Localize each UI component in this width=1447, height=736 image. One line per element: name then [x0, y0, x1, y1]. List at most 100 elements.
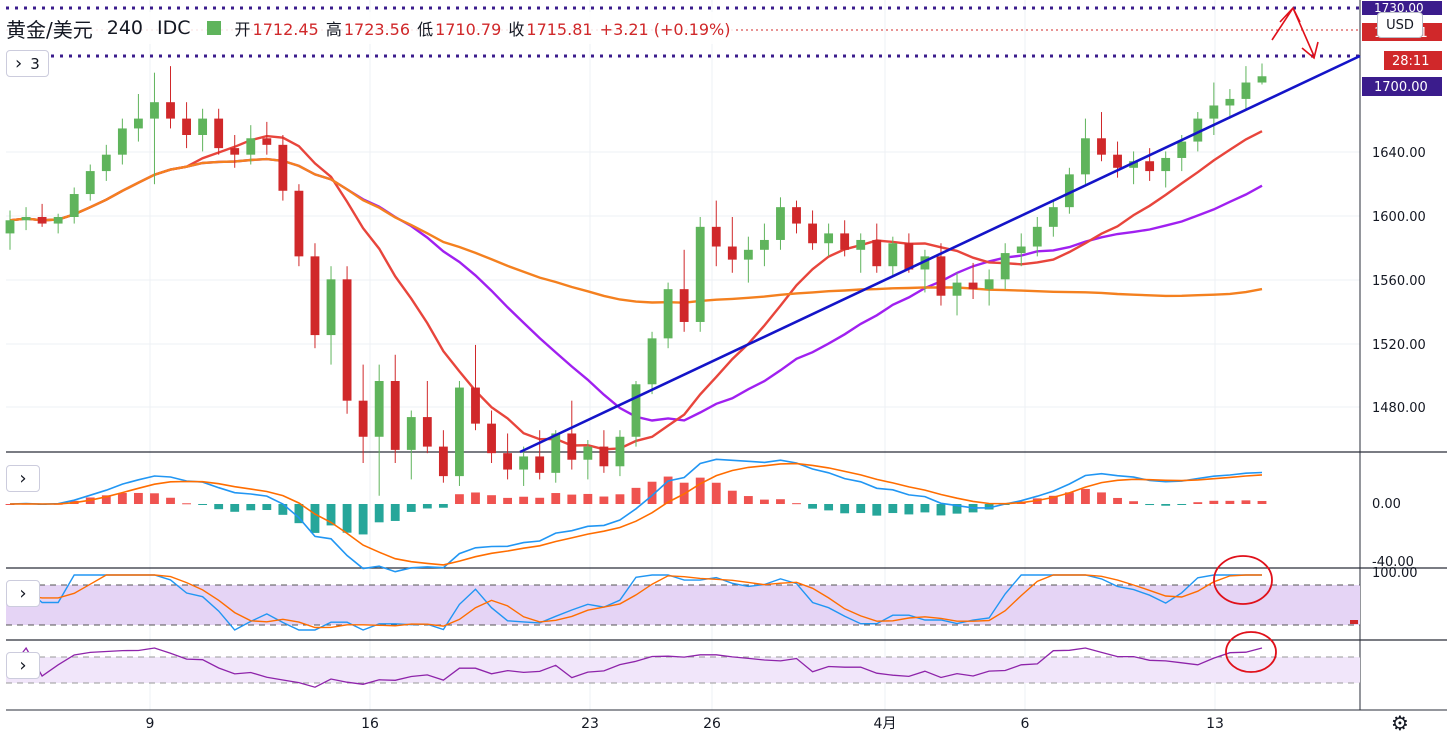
- candle-body: [1129, 161, 1139, 168]
- candle-body: [936, 256, 946, 296]
- macd-histogram-bar: [438, 504, 448, 508]
- time-tick-label: 9: [146, 716, 155, 732]
- candle-body: [535, 456, 545, 473]
- candle-body: [1177, 141, 1187, 158]
- macd-histogram-bar: [150, 493, 159, 504]
- indicators-toggle[interactable]: › 3: [6, 50, 49, 77]
- candle-body: [21, 217, 31, 221]
- candle-body: [1209, 105, 1219, 119]
- candle-body: [406, 417, 416, 450]
- rsi-line: [9, 646, 1263, 688]
- close-value: 1715.81: [526, 20, 593, 39]
- macd-histogram-bar: [711, 482, 721, 504]
- time-tick-label: 13: [1206, 716, 1224, 732]
- macd-histogram-bar: [1225, 500, 1235, 504]
- candle-body: [647, 338, 657, 385]
- candle-body: [519, 456, 529, 470]
- macd-histogram-bar: [230, 504, 240, 512]
- chevron-right-icon: ›: [15, 53, 23, 74]
- candle-body: [872, 239, 882, 267]
- macd-histogram-bar: [872, 504, 882, 516]
- macd-histogram-bar: [1097, 492, 1106, 504]
- macd-histogram-bar: [214, 504, 224, 510]
- macd-histogram-bar: [904, 504, 914, 515]
- candle-body: [1064, 174, 1074, 208]
- candle-body: [1000, 253, 1010, 280]
- candle-body: [759, 239, 769, 250]
- macd-histogram-bar: [374, 504, 384, 523]
- macd-histogram-bar: [663, 476, 673, 504]
- currency-button[interactable]: USD: [1377, 12, 1423, 38]
- candle-body: [214, 118, 224, 149]
- indicator-count: 3: [30, 54, 40, 73]
- ma-orange-line: [9, 157, 1263, 304]
- candle-body: [1193, 118, 1203, 142]
- macd-histogram-bar: [647, 481, 657, 504]
- time-tick-label: 16: [361, 716, 379, 732]
- macd-expand-button[interactable]: ›: [6, 465, 40, 492]
- macd-histogram-bar: [583, 493, 593, 504]
- macd-histogram-bar: [551, 493, 561, 504]
- candle-body: [984, 279, 994, 290]
- candle-body: [101, 154, 111, 172]
- chevron-right-icon: ›: [19, 583, 27, 604]
- timeframe[interactable]: 240: [106, 17, 144, 39]
- macd-tick-label: 0.00: [1372, 497, 1401, 512]
- price-tick-label: 1600.00: [1372, 210, 1426, 225]
- candle-body: [808, 223, 817, 244]
- candle-body: [904, 243, 914, 270]
- macd-histogram-bar: [455, 494, 464, 504]
- candle-body: [920, 256, 930, 270]
- open-label: 开: [234, 20, 251, 39]
- candle-body: [968, 282, 978, 290]
- candle-body: [1225, 98, 1235, 106]
- time-tick-label: 4月: [874, 716, 897, 732]
- candle-body: [455, 387, 464, 477]
- level-tag: [1362, 77, 1442, 96]
- macd-histogram-bar: [1161, 504, 1171, 506]
- candle-body: [471, 387, 480, 424]
- candle-body: [551, 433, 561, 473]
- rsi-pane: [9, 646, 1263, 688]
- candle-body: [1032, 226, 1042, 247]
- candle-body: [487, 423, 496, 454]
- low-label: 低: [417, 20, 434, 39]
- candle-body: [503, 453, 513, 470]
- annotations: [1213, 6, 1319, 673]
- candle-body: [53, 217, 63, 224]
- candle-body: [888, 243, 898, 267]
- candle-body: [5, 220, 15, 234]
- macd-histogram-bar: [342, 504, 352, 533]
- open-value: 1712.45: [252, 20, 319, 39]
- candle-body: [567, 433, 577, 460]
- level-tag-label: 1700.00: [1374, 80, 1428, 95]
- macd-histogram-bar: [117, 492, 127, 504]
- macd-histogram-bar: [133, 492, 143, 504]
- candle-body: [69, 194, 79, 217]
- candle-body: [1081, 138, 1090, 175]
- macd-histogram-bar: [166, 497, 175, 504]
- macd-histogram-bar: [326, 504, 336, 526]
- candle-body: [374, 381, 384, 437]
- macd-histogram-bar: [535, 497, 545, 504]
- candle-body: [1016, 246, 1026, 254]
- chevron-right-icon: ›: [19, 655, 27, 676]
- macd-histogram-bar: [182, 503, 191, 505]
- rsi-expand-button[interactable]: ›: [6, 652, 40, 679]
- gear-icon[interactable]: ⚙: [1391, 711, 1409, 735]
- macd-line: [9, 458, 1263, 573]
- low-value: 1710.79: [435, 20, 502, 39]
- macd-histogram-bar: [278, 504, 288, 515]
- candle-body: [663, 289, 673, 339]
- symbol-name[interactable]: 黄金/美元: [6, 17, 93, 42]
- close-label: 收: [508, 20, 525, 39]
- macd-histogram-bar: [1193, 502, 1203, 504]
- macd-histogram-bar: [759, 499, 769, 504]
- candle-body: [422, 417, 432, 447]
- macd-histogram-bar: [406, 504, 416, 512]
- stochastic-pane: [9, 574, 1262, 631]
- macd-histogram-bar: [792, 503, 801, 505]
- candle-body: [438, 446, 448, 477]
- stoch-expand-button[interactable]: ›: [6, 580, 40, 607]
